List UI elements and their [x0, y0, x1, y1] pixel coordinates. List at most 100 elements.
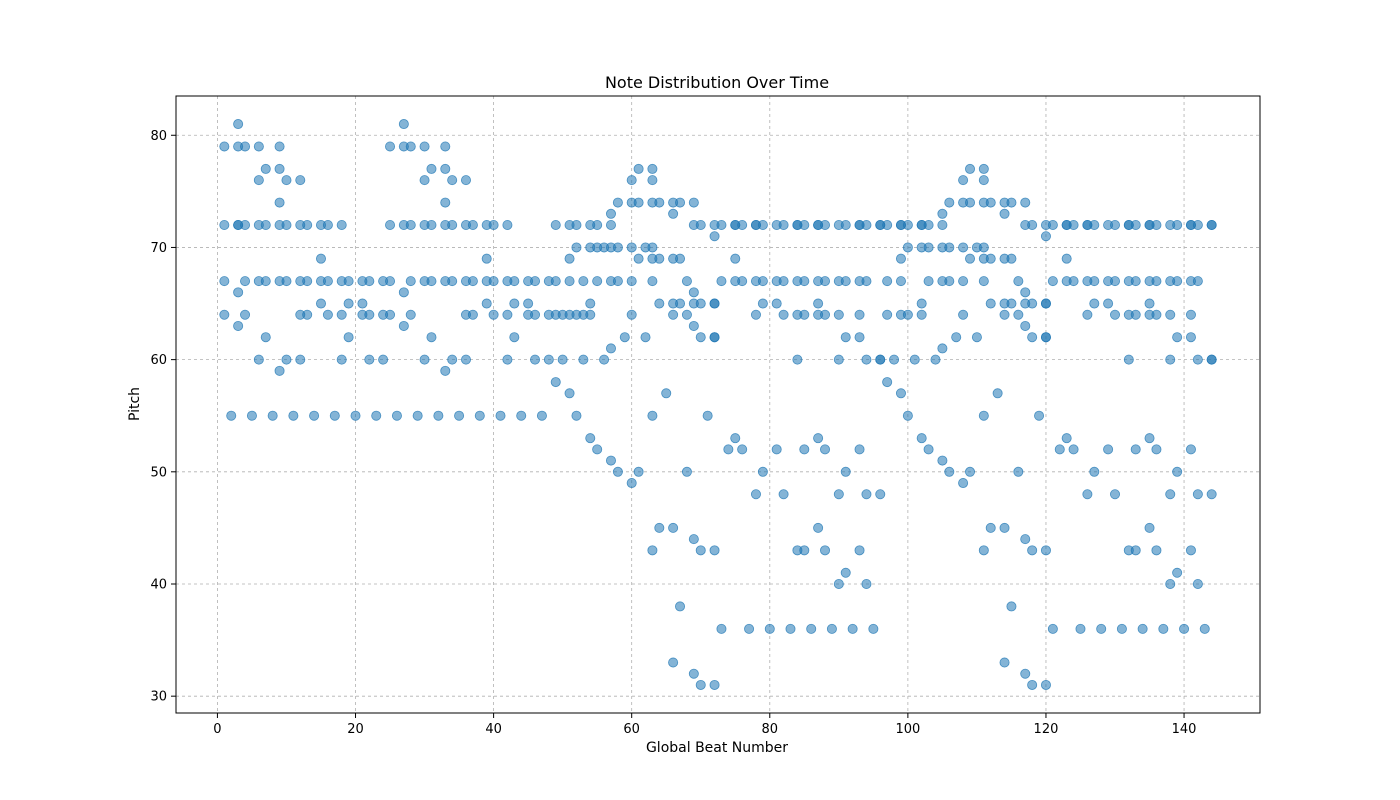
data-point	[481, 298, 492, 309]
data-point	[1199, 623, 1210, 634]
x-tick-label: 0	[213, 722, 221, 737]
data-point	[626, 175, 637, 186]
data-point	[854, 444, 865, 455]
data-point	[840, 220, 851, 231]
data-point	[1040, 231, 1051, 242]
data-point	[971, 332, 982, 343]
data-point	[1020, 287, 1031, 298]
data-point	[895, 253, 906, 264]
data-point	[1013, 276, 1024, 287]
data-point	[695, 679, 706, 690]
data-point	[1144, 522, 1155, 533]
data-point	[675, 298, 686, 309]
data-point	[322, 220, 333, 231]
data-point	[315, 298, 326, 309]
data-point	[764, 623, 775, 634]
data-point	[564, 253, 575, 264]
data-point	[1130, 220, 1141, 231]
data-point	[1151, 309, 1162, 320]
data-point	[454, 410, 465, 421]
data-point	[364, 354, 375, 365]
data-point	[240, 141, 251, 152]
data-point	[737, 276, 748, 287]
data-point	[219, 141, 230, 152]
data-point	[695, 545, 706, 556]
data-point	[799, 276, 810, 287]
data-point	[281, 220, 292, 231]
data-point	[1185, 309, 1196, 320]
data-point	[820, 444, 831, 455]
data-point	[1110, 220, 1121, 231]
data-point	[992, 388, 1003, 399]
data-point	[902, 242, 913, 253]
data-point	[875, 489, 886, 500]
data-point	[1110, 276, 1121, 287]
data-point	[219, 220, 230, 231]
data-point	[626, 309, 637, 320]
data-point	[1089, 466, 1100, 477]
y-axis-label: Pitch	[127, 387, 143, 421]
data-point	[820, 276, 831, 287]
data-point	[792, 354, 803, 365]
data-point	[937, 220, 948, 231]
data-point	[1040, 298, 1051, 309]
data-point	[260, 163, 271, 174]
data-point	[688, 668, 699, 679]
data-point	[647, 175, 658, 186]
data-point	[419, 141, 430, 152]
data-point	[1151, 545, 1162, 556]
data-point	[799, 444, 810, 455]
data-point	[1096, 623, 1107, 634]
data-point	[240, 276, 251, 287]
data-point	[440, 163, 451, 174]
data-point	[467, 309, 478, 320]
x-tick-label: 100	[895, 722, 920, 737]
data-point	[1185, 545, 1196, 556]
data-point	[661, 388, 672, 399]
data-point	[1103, 298, 1114, 309]
data-point	[1130, 276, 1141, 287]
data-point	[281, 354, 292, 365]
data-point	[1020, 197, 1031, 208]
data-point	[495, 410, 506, 421]
data-point	[509, 276, 520, 287]
data-point	[440, 365, 451, 376]
data-point	[647, 410, 658, 421]
data-point	[509, 332, 520, 343]
data-point	[978, 175, 989, 186]
y-tick-label: 40	[150, 577, 167, 592]
data-point	[688, 287, 699, 298]
data-point	[902, 309, 913, 320]
data-point	[861, 354, 872, 365]
data-point	[1192, 489, 1203, 500]
data-point	[647, 163, 658, 174]
x-tick-label: 120	[1034, 722, 1059, 737]
data-point	[1047, 276, 1058, 287]
data-point	[233, 119, 244, 130]
data-point	[447, 354, 458, 365]
data-point	[336, 354, 347, 365]
data-point	[958, 309, 969, 320]
data-point	[771, 298, 782, 309]
data-point	[937, 343, 948, 354]
data-point	[1089, 220, 1100, 231]
data-point	[695, 220, 706, 231]
data-point	[668, 522, 679, 533]
data-point	[778, 276, 789, 287]
data-point	[813, 298, 824, 309]
data-point	[419, 354, 430, 365]
x-axis-label: Global Beat Number	[646, 740, 788, 756]
data-point	[1061, 253, 1072, 264]
data-point	[426, 332, 437, 343]
data-point	[405, 141, 416, 152]
data-point	[433, 410, 444, 421]
data-point	[1040, 679, 1051, 690]
data-point	[640, 332, 651, 343]
data-point	[1027, 332, 1038, 343]
data-point	[882, 309, 893, 320]
data-point	[233, 287, 244, 298]
data-point	[1006, 298, 1017, 309]
data-point	[709, 231, 720, 242]
data-point	[681, 309, 692, 320]
data-point	[274, 197, 285, 208]
